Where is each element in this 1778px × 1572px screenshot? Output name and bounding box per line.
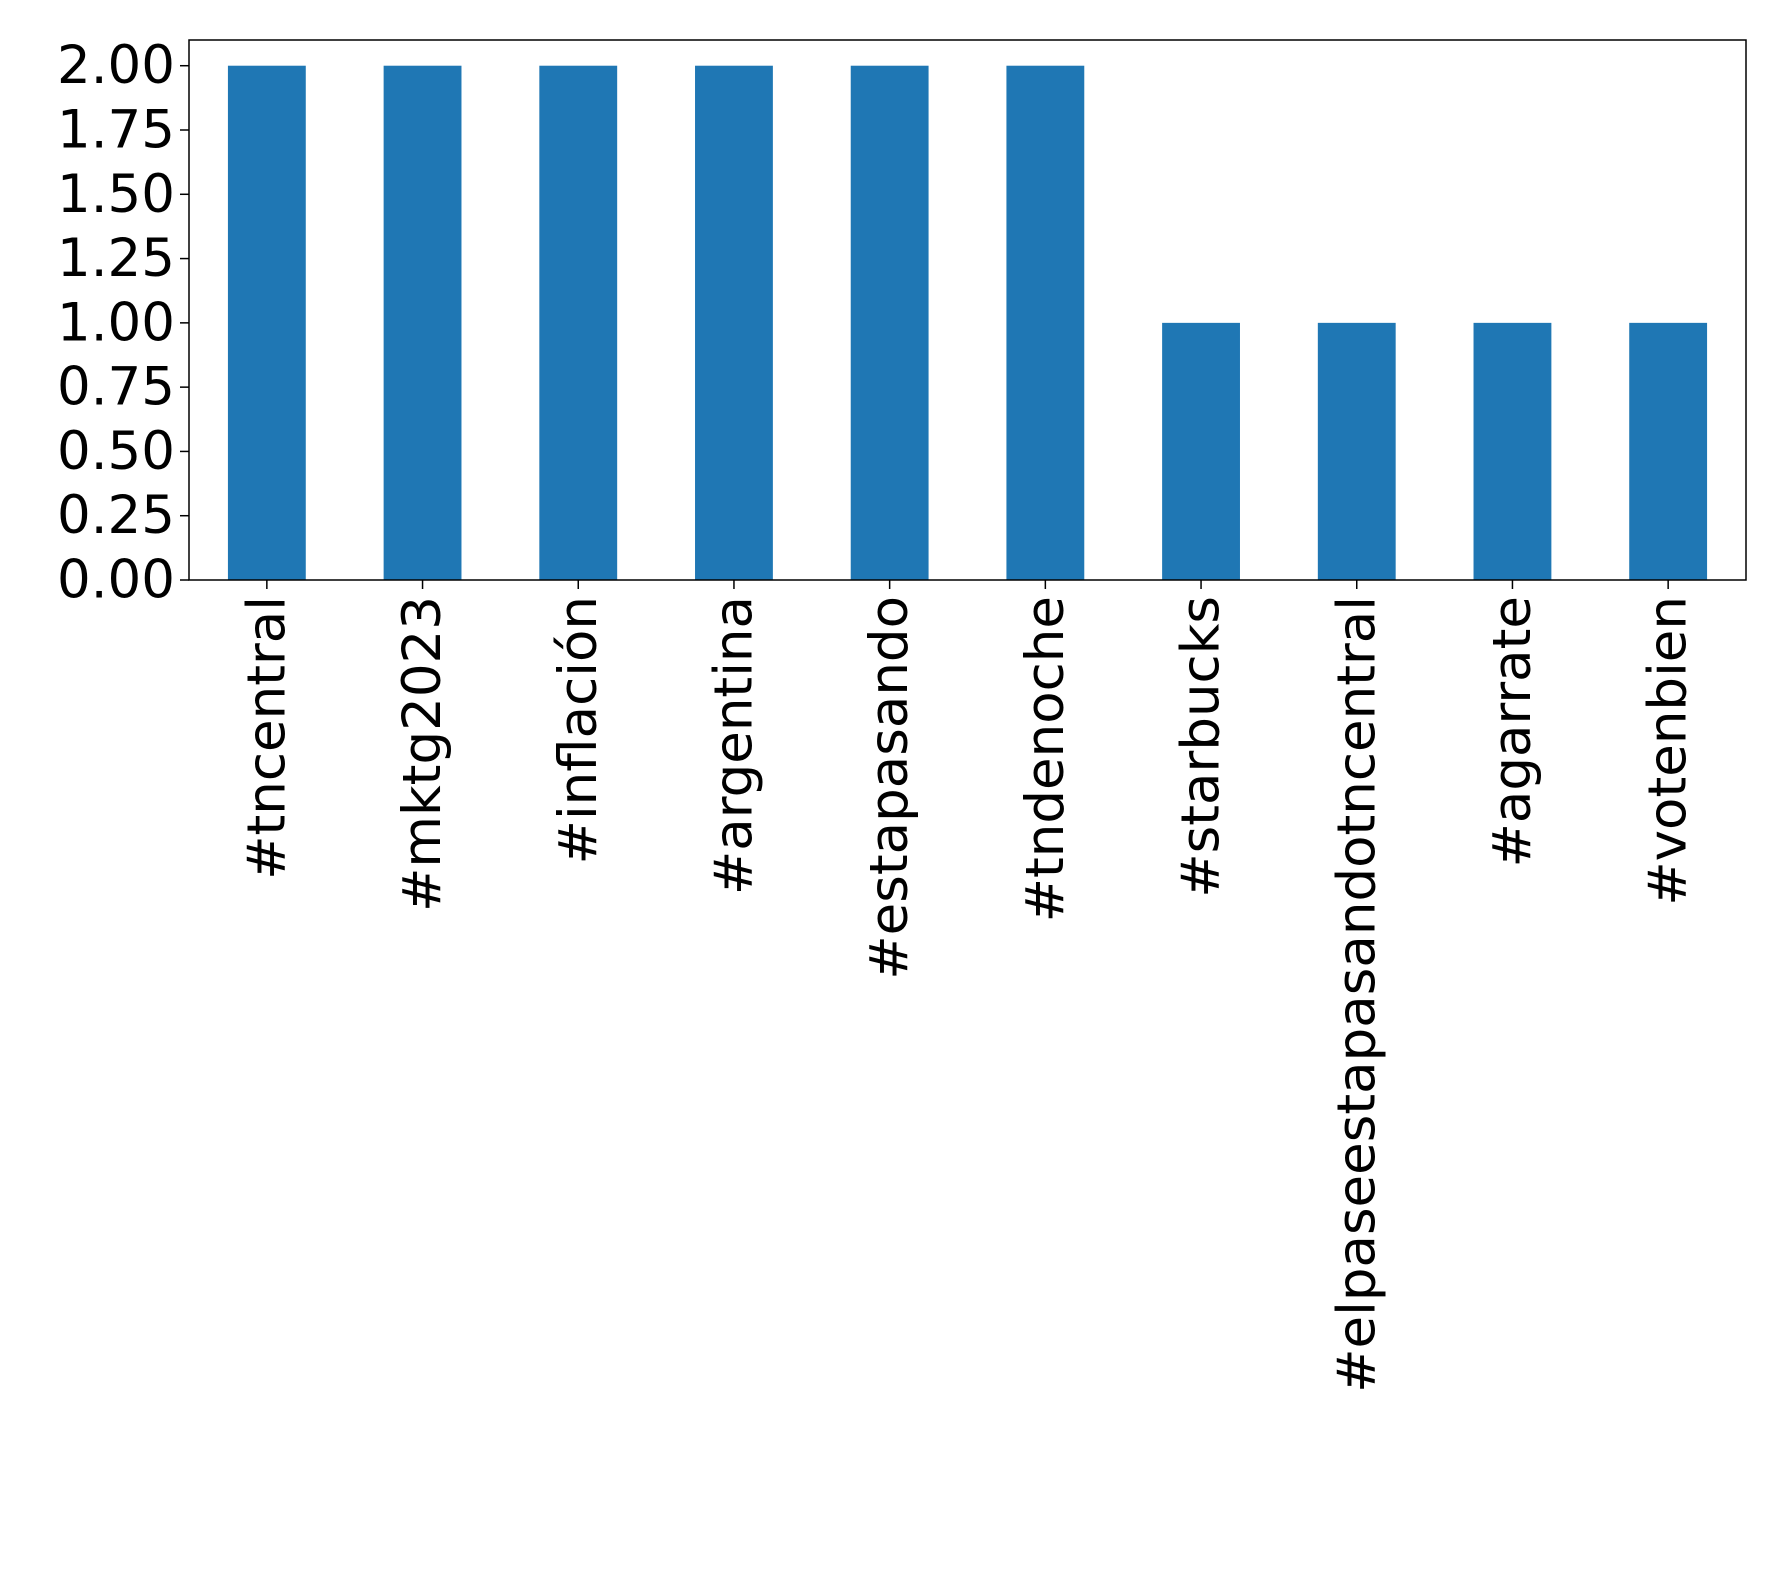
bar: [1006, 65, 1085, 580]
bar: [1629, 322, 1708, 580]
y-tick-label: 0.00: [57, 550, 175, 611]
y-tick-label: 1.00: [57, 292, 175, 353]
x-tick-label: #mktg2023: [392, 596, 453, 912]
y-tick-label: 2.00: [57, 35, 175, 96]
bars-layer: [227, 65, 1708, 580]
bar: [850, 65, 929, 580]
bar: [1162, 322, 1240, 580]
x-tick-label: #argentina: [703, 596, 764, 895]
bar: [539, 65, 618, 580]
y-tick-label: 1.50: [57, 164, 175, 225]
y-tick-label: 1.25: [57, 228, 175, 289]
bar: [1317, 322, 1396, 580]
x-tick-label: #tncentral: [236, 596, 297, 880]
plot-frame: [188, 39, 1747, 581]
x-tick-label: #agarrate: [1482, 596, 1543, 868]
x-tick-label: #votenbien: [1638, 596, 1699, 906]
x-tick-label: #tndenoche: [1015, 596, 1076, 922]
y-tick-label: 0.75: [57, 357, 175, 418]
x-axis: #tncentral #mktg2023 #inflación #argentina #…: [236, 580, 1699, 1393]
x-tick-label: #inflación: [548, 596, 609, 864]
x-tick-label: #estapasando: [859, 596, 920, 980]
bar: [227, 65, 306, 580]
bar: [695, 65, 773, 580]
bar: [383, 65, 462, 580]
y-axis: 0.000.250.500.751.001.251.501.752.00: [57, 35, 189, 611]
bar: [1473, 322, 1552, 580]
x-tick-label: #elpaseestapasandotncentral: [1326, 596, 1387, 1393]
y-tick-label: 0.50: [57, 421, 175, 482]
x-tick-label: #starbucks: [1171, 596, 1232, 898]
y-tick-label: 0.25: [57, 485, 175, 546]
y-tick-label: 1.75: [57, 100, 175, 161]
